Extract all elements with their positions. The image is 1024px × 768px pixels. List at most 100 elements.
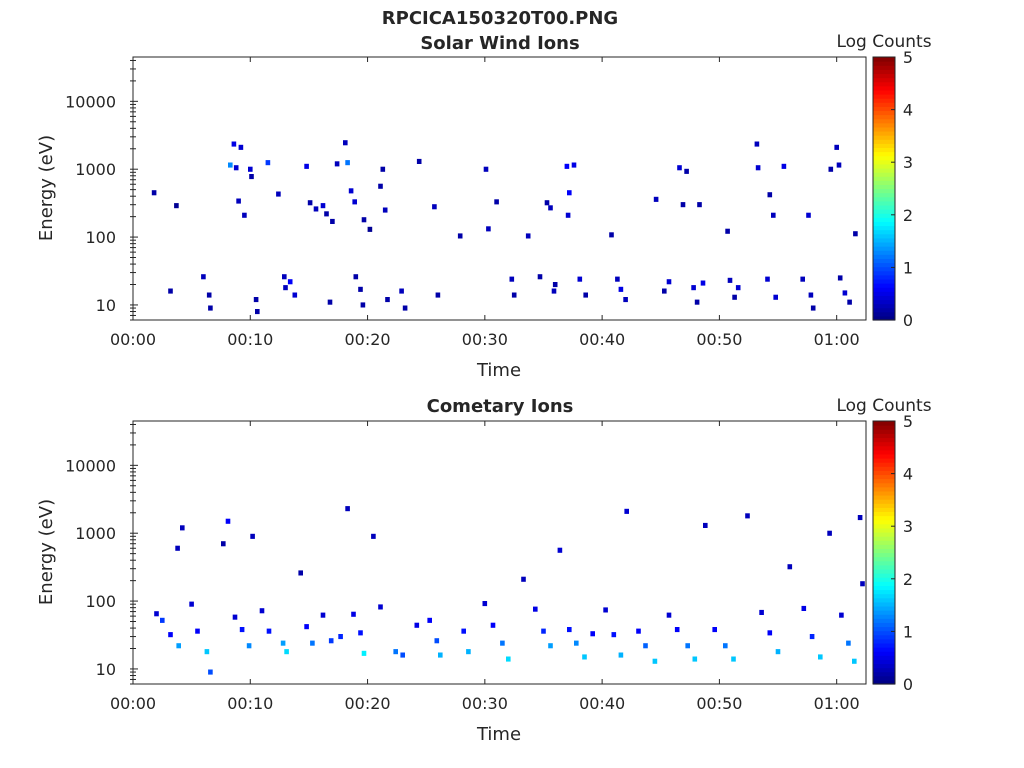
solar-wind-cell — [253, 297, 259, 303]
solar-wind-cell — [416, 158, 422, 164]
cometary-colorbar-segment — [873, 499, 895, 504]
cometary-cell — [767, 630, 773, 636]
solar-wind-cell — [324, 211, 329, 217]
cometary-colorbar-segment — [873, 515, 895, 521]
solar-wind-cell — [653, 196, 659, 202]
cometary-colorbar-segment — [873, 651, 895, 656]
solar-wind-colorbar-segment — [873, 237, 895, 243]
solar-wind-cell — [238, 144, 244, 150]
cometary-colorbar-segment — [873, 536, 895, 541]
cometary-cell — [692, 656, 698, 662]
cometary-colorbar-segment — [873, 421, 895, 426]
cometary-colorbar-segment — [873, 449, 895, 455]
solar-wind-colorbar-segment — [873, 311, 895, 317]
solar-wind-colorbar-segment — [873, 221, 895, 227]
cometary-cell — [603, 607, 608, 613]
solar-wind-cell — [548, 205, 553, 211]
solar-wind-cell — [287, 279, 293, 285]
cometary-cell — [827, 530, 832, 536]
solar-wind-colorbar-segment — [873, 143, 895, 149]
solar-wind-cell — [358, 286, 363, 292]
cometary-colorbar-segment — [873, 630, 895, 636]
solar-wind-cell — [168, 288, 173, 294]
cometary-cell — [434, 638, 440, 644]
solar-wind-colorbar-segment — [873, 110, 895, 116]
cometary-colorbar-segment — [873, 527, 895, 533]
solar-wind-colorbar-segment — [873, 69, 895, 75]
cometary-cell — [320, 612, 326, 618]
cometary-cell — [221, 541, 226, 547]
solar-wind-cell — [486, 226, 491, 232]
solar-wind-colorbar-segment — [873, 65, 895, 70]
cometary-cell — [745, 513, 750, 519]
solar-wind-cell — [276, 191, 281, 197]
cometary-cell — [567, 627, 572, 633]
solar-wind-cell — [242, 212, 247, 218]
cometary-colorbar-segment — [873, 614, 895, 619]
solar-wind-cell — [677, 165, 682, 171]
cometary-x-tick-label: 00:00 — [110, 694, 156, 713]
cometary-colorbar-segment — [873, 540, 895, 545]
solar-wind-colorbar-segment — [873, 299, 895, 305]
cometary-cell — [801, 605, 807, 611]
solar-wind-colorbar-segment — [873, 106, 895, 112]
cometary-colorbar-frame — [872, 420, 896, 685]
solar-wind-cell — [767, 192, 773, 198]
cometary-cell — [846, 640, 851, 646]
solar-wind-cell — [382, 207, 388, 213]
cometary-y-tick-label: 10 — [96, 660, 116, 679]
solar-wind-colorbar-segment — [873, 57, 895, 62]
solar-wind-cell — [327, 299, 333, 305]
solar-wind-cell — [334, 161, 340, 167]
cometary-cell — [189, 601, 194, 607]
solar-wind-cell — [292, 292, 298, 298]
cometary-colorbar-tick-label: 4 — [903, 465, 913, 484]
cometary-colorbar-segment — [873, 679, 895, 685]
solar-wind-colorbar-tick-label: 3 — [903, 153, 913, 172]
solar-wind-x-tick-label: 00:40 — [579, 330, 625, 349]
cometary-colorbar-segment — [873, 474, 895, 480]
cometary-cell — [674, 627, 680, 633]
cometary-colorbar-segment — [873, 482, 895, 488]
solar-wind-x-tick-label: 00:50 — [696, 330, 742, 349]
solar-wind-cell — [564, 163, 570, 169]
cometary-cell — [557, 547, 563, 553]
solar-wind-colorbar-segment — [873, 61, 895, 66]
cometary-cell — [574, 640, 579, 646]
solar-wind-cell — [255, 309, 260, 315]
cometary-cell — [361, 650, 367, 656]
cometary-colorbar-tick-label: 1 — [903, 622, 913, 641]
solar-wind-plot-frame — [132, 56, 867, 321]
solar-wind-colorbar-segment — [873, 135, 895, 140]
cometary-x-tick-label: 00:50 — [696, 694, 742, 713]
solar-wind-colorbar-segment — [873, 262, 895, 268]
solar-wind-cell — [583, 292, 588, 298]
solar-wind-colorbar-segment — [873, 188, 895, 194]
solar-wind-cell — [700, 280, 706, 286]
cometary-cell — [259, 608, 265, 614]
cometary-cell — [666, 612, 672, 618]
cometary-cell — [759, 609, 764, 615]
solar-wind-cell — [781, 163, 787, 169]
cometary-colorbar-segment — [873, 568, 895, 574]
solar-wind-cell — [236, 198, 241, 204]
cometary-colorbar-tick-label: 0 — [903, 675, 913, 694]
cometary-cell — [506, 656, 511, 662]
solar-wind-colorbar-segment — [873, 200, 895, 206]
cometary-cell — [195, 628, 200, 634]
cometary-cell — [685, 643, 690, 649]
cometary-colorbar-segment — [873, 560, 895, 566]
solar-wind-colorbar-segment — [873, 163, 895, 169]
cometary-x-tick-label: 01:00 — [814, 694, 860, 713]
cometary-x-tick-label: 00:40 — [579, 694, 625, 713]
solar-wind-colorbar-segment — [873, 250, 895, 255]
cometary-cell — [304, 624, 309, 630]
cometary-colorbar-segment — [873, 573, 895, 578]
solar-wind-colorbar-segment — [873, 159, 895, 165]
solar-wind-cell — [684, 168, 689, 174]
solar-wind-colorbar-segment — [873, 172, 895, 177]
solar-wind-y-tick-label: 10 — [96, 296, 116, 315]
solar-wind-colorbar-segment — [873, 77, 895, 83]
cometary-y-tick-label: 1000 — [75, 524, 116, 543]
cometary-cell — [310, 640, 315, 646]
